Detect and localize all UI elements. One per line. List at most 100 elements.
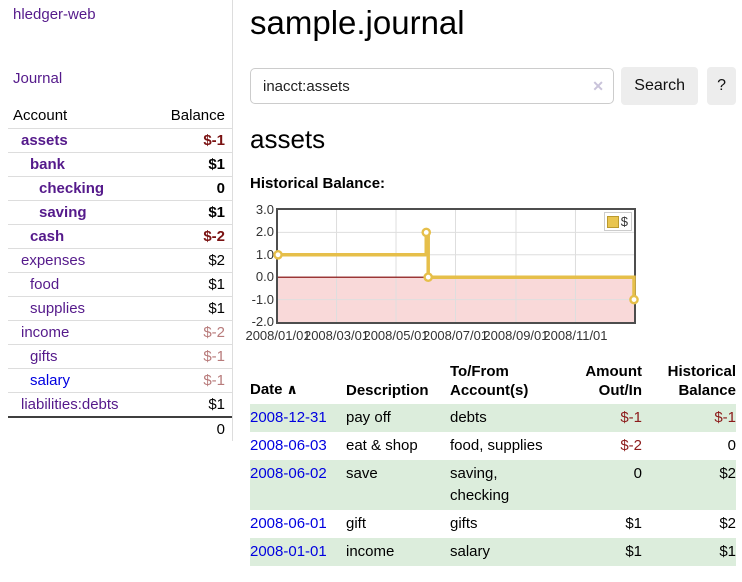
y-axis-tick-label: 1.0 [255,246,274,262]
transaction-description: eat & shop [346,437,418,454]
chart-y-axis-labels: 3.0 2.0 1.0 0.0 -1.0 -2.0 [250,202,274,329]
account-row: saving $1 [8,200,232,224]
account-row: income $-2 [8,320,232,344]
sidebar-account-link-liabilities-debts[interactable]: liabilities:debts [21,396,119,413]
account-row: salary $-1 [8,368,232,392]
account-row: food $1 [8,272,232,296]
account-balance: $-2 [203,228,225,245]
transaction-row: 2008-12-31 pay off debts $-1 $-1 [250,404,736,432]
account-balance: $1 [208,156,225,173]
sidebar-account-link-expenses[interactable]: expenses [21,252,86,269]
transaction-date-link[interactable]: 2008-06-02 [250,465,327,482]
transaction-description: pay off [346,409,391,426]
sidebar-account-link-assets[interactable]: assets [21,132,68,149]
search-button[interactable]: Search [621,67,699,105]
historical-balance-label: Historical Balance: [250,175,386,192]
clear-search-icon[interactable]: ✕ [592,78,604,94]
transaction-date-cell: 2008-12-31 [250,404,346,432]
register-table: Date ∧ Description To/From Account(s) Amo… [250,360,736,566]
search-input[interactable] [250,68,614,104]
account-balance: $-1 [203,348,225,365]
account-balance: $1 [208,396,225,413]
transaction-amount: $-1 [620,409,642,426]
transaction-accounts: gifts [450,515,478,532]
accounts-table-header: Account Balance [8,104,232,128]
transaction-description: save [346,465,378,482]
account-row: supplies $1 [8,296,232,320]
y-axis-tick-label: 0.0 [255,269,274,285]
transaction-amount: $-2 [620,437,642,454]
sidebar-item-journal[interactable]: Journal [13,70,63,87]
account-balance: $1 [208,276,225,293]
search-bar: ✕ Search ? [250,67,736,105]
main-content: sample.journal ✕ Search ? assets Histori… [245,0,736,582]
sidebar-account-link-income[interactable]: income [21,324,70,341]
help-button[interactable]: ? [707,67,736,105]
account-row: bank $1 [8,152,232,176]
x-axis-tick-label: 2008/09/01 [483,328,549,343]
x-axis-tick-label: 2008/05/01 [363,328,429,343]
chart-x-axis-labels: 2008/01/01 2008/03/01 2008/05/01 2008/07/01… [245,328,634,344]
accounts-total-row: 0 [8,416,232,441]
date-column-header[interactable]: Date ∧ [250,381,298,398]
account-balance: 0 [216,180,225,197]
y-axis-tick-label: -2.0 [251,314,274,329]
transaction-date-cell: 2008-06-03 [250,432,346,460]
sidebar-account-link-salary[interactable]: salary [30,372,71,389]
account-balance: $2 [208,252,225,269]
page-title: sample.journal [250,4,465,41]
historical-balance-chart: 3.0 2.0 1.0 0.0 -1.0 -2.0 $ 2008/01/01 2008/03… [245,202,736,345]
transaction-accounts: saving, checking [450,465,510,504]
sidebar-account-link-gifts[interactable]: gifts [30,348,58,365]
sidebar: hledger-web Journal Account Balance asse… [0,0,233,441]
search-input-wrap: ✕ [250,68,614,104]
sidebar-account-link-bank[interactable]: bank [30,156,66,173]
sort-ascending-icon: ∧ [286,382,298,398]
transaction-date-cell: 2008-06-01 [250,510,346,538]
sidebar-account-link-checking[interactable]: checking [39,180,105,197]
y-axis-tick-label: 3.0 [255,202,274,217]
accounts-column-header: To/From Account(s) [450,363,529,399]
y-axis-tick-label: 2.0 [255,224,274,240]
chart-plot-area[interactable]: $ [273,208,639,324]
x-axis-tick-label: 2008/01/01 [245,328,311,343]
transaction-description: gift [346,515,367,532]
transaction-balance: 0 [727,437,736,454]
account-row: liabilities:debts $1 [8,392,232,416]
transaction-date-cell: 2008-01-01 [250,538,346,566]
account-balance: $1 [208,300,225,317]
sidebar-account-link-supplies[interactable]: supplies [30,300,86,317]
chart-legend: $ [603,212,632,231]
sidebar-account-link-food[interactable]: food [30,276,60,293]
accounts-total-value: 0 [216,421,225,438]
x-axis-tick-label: 2008/03/01 [303,328,370,343]
register-header-row: Date ∧ Description To/From Account(s) Amo… [250,360,736,404]
transaction-date-link[interactable]: 2008-01-01 [250,543,327,560]
legend-color-swatch [606,215,619,228]
balance-column-header: Balance [170,107,225,124]
account-balance: $1 [208,204,225,221]
sidebar-account-link-saving[interactable]: saving [39,204,87,221]
account-row: cash $-2 [8,224,232,248]
y-axis-tick-label: -1.0 [251,291,274,307]
transaction-balance: $2 [719,465,736,482]
transaction-row: 2008-01-01 income salary $1 $1 [250,538,736,566]
transaction-accounts: food, supplies [450,437,543,454]
balance-column-header: Historical Balance [667,363,736,399]
account-heading: assets [250,124,326,154]
account-row: expenses $2 [8,248,232,272]
transaction-balance: $1 [719,543,736,560]
transaction-date-link[interactable]: 2008-06-03 [250,437,327,454]
transaction-row: 2008-06-02 save saving, checking 0 $2 [250,460,736,510]
transaction-amount: $1 [625,543,642,560]
account-balance: $-1 [203,132,225,149]
sidebar-account-link-cash[interactable]: cash [30,228,65,245]
account-balance: $-1 [203,372,225,389]
account-balance: $-2 [203,324,225,341]
app-brand-link[interactable]: hledger-web [13,6,96,23]
account-column-header: Account [13,107,68,124]
transaction-date-link[interactable]: 2008-06-01 [250,515,327,532]
transaction-date-cell: 2008-06-02 [250,460,346,510]
transaction-date-link[interactable]: 2008-12-31 [250,409,327,426]
account-row: gifts $-1 [8,344,232,368]
